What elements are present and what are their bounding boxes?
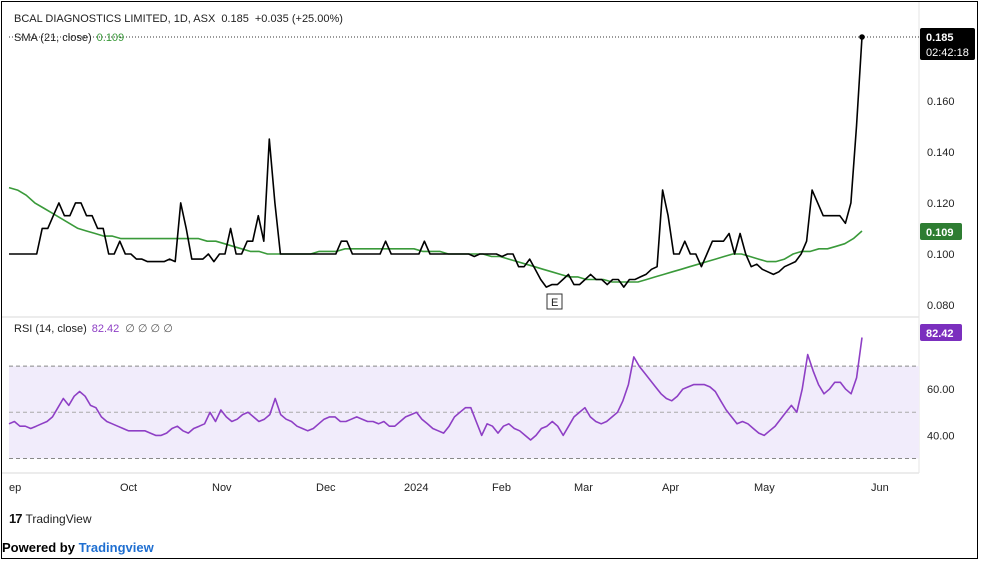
last-price-point [859,34,865,40]
close-price-line [9,36,863,288]
earnings-marker-label: E [551,297,558,309]
price-tick-label: 0.140 [927,147,955,159]
tradingview-logo-icon: 17 [9,511,23,526]
sma-badge: 0.109 [920,223,962,240]
sma-legend: SMA (21, close) 0.109 [14,32,124,44]
rsi-tick-label: 60.00 [927,384,955,396]
price-tick-label: 0.160 [927,96,955,108]
rsi-legend: RSI (14, close) 82.42 ∅ ∅ ∅ ∅ [14,323,173,335]
time-tick-label: Mar [574,482,593,494]
sma-badge-value: 0.109 [926,227,954,239]
time-axis: ep Oct Nov Dec 2024 Feb Mar Apr May Jun [9,482,889,494]
time-tick-label: Jun [871,482,889,494]
tradingview-logo[interactable]: 17 TradingView [9,511,92,526]
time-tick-label: 2024 [404,482,428,494]
price-tick-label: 0.100 [927,249,955,261]
powered-by-prefix: Powered by [2,540,79,555]
earnings-marker[interactable]: E [546,293,563,310]
price-series [9,34,865,288]
tradingview-logo-text: TradingView [25,511,92,526]
last-price-badge-value: 0.185 [926,32,954,44]
time-tick-label: ep [9,482,21,494]
rsi-line [8,337,863,441]
rsi-series [8,337,863,441]
last-price-badge: 0.185 02:42:18 [920,28,975,60]
symbol-title: BCAL DIAGNOSTICS LIMITED, 1D, ASX 0.185 +0… [14,13,343,25]
powered-by-brand[interactable]: Tradingview [78,540,154,555]
time-tick-label: Feb [492,482,511,494]
time-tick-label: May [754,482,775,494]
time-tick-label: Apr [662,482,679,494]
rsi-badge: 82.42 [920,324,962,341]
time-tick-label: Oct [120,482,137,494]
rsi-badge-value: 82.42 [926,328,954,340]
time-tick-label: Dec [316,482,336,494]
price-tick-label: 0.080 [927,300,955,312]
price-axis: 0.080 0.100 0.120 0.140 0.160 [927,96,955,312]
powered-by-caption: Powered by Tradingview [2,540,154,555]
price-tick-label: 0.120 [927,198,955,210]
sma-line [8,186,863,283]
rsi-tick-label: 40.00 [927,430,955,442]
sma-series [8,186,863,283]
rsi-axis: 40.00 60.00 [927,384,955,442]
time-tick-label: Nov [212,482,232,494]
countdown-badge-value: 02:42:18 [926,47,969,59]
